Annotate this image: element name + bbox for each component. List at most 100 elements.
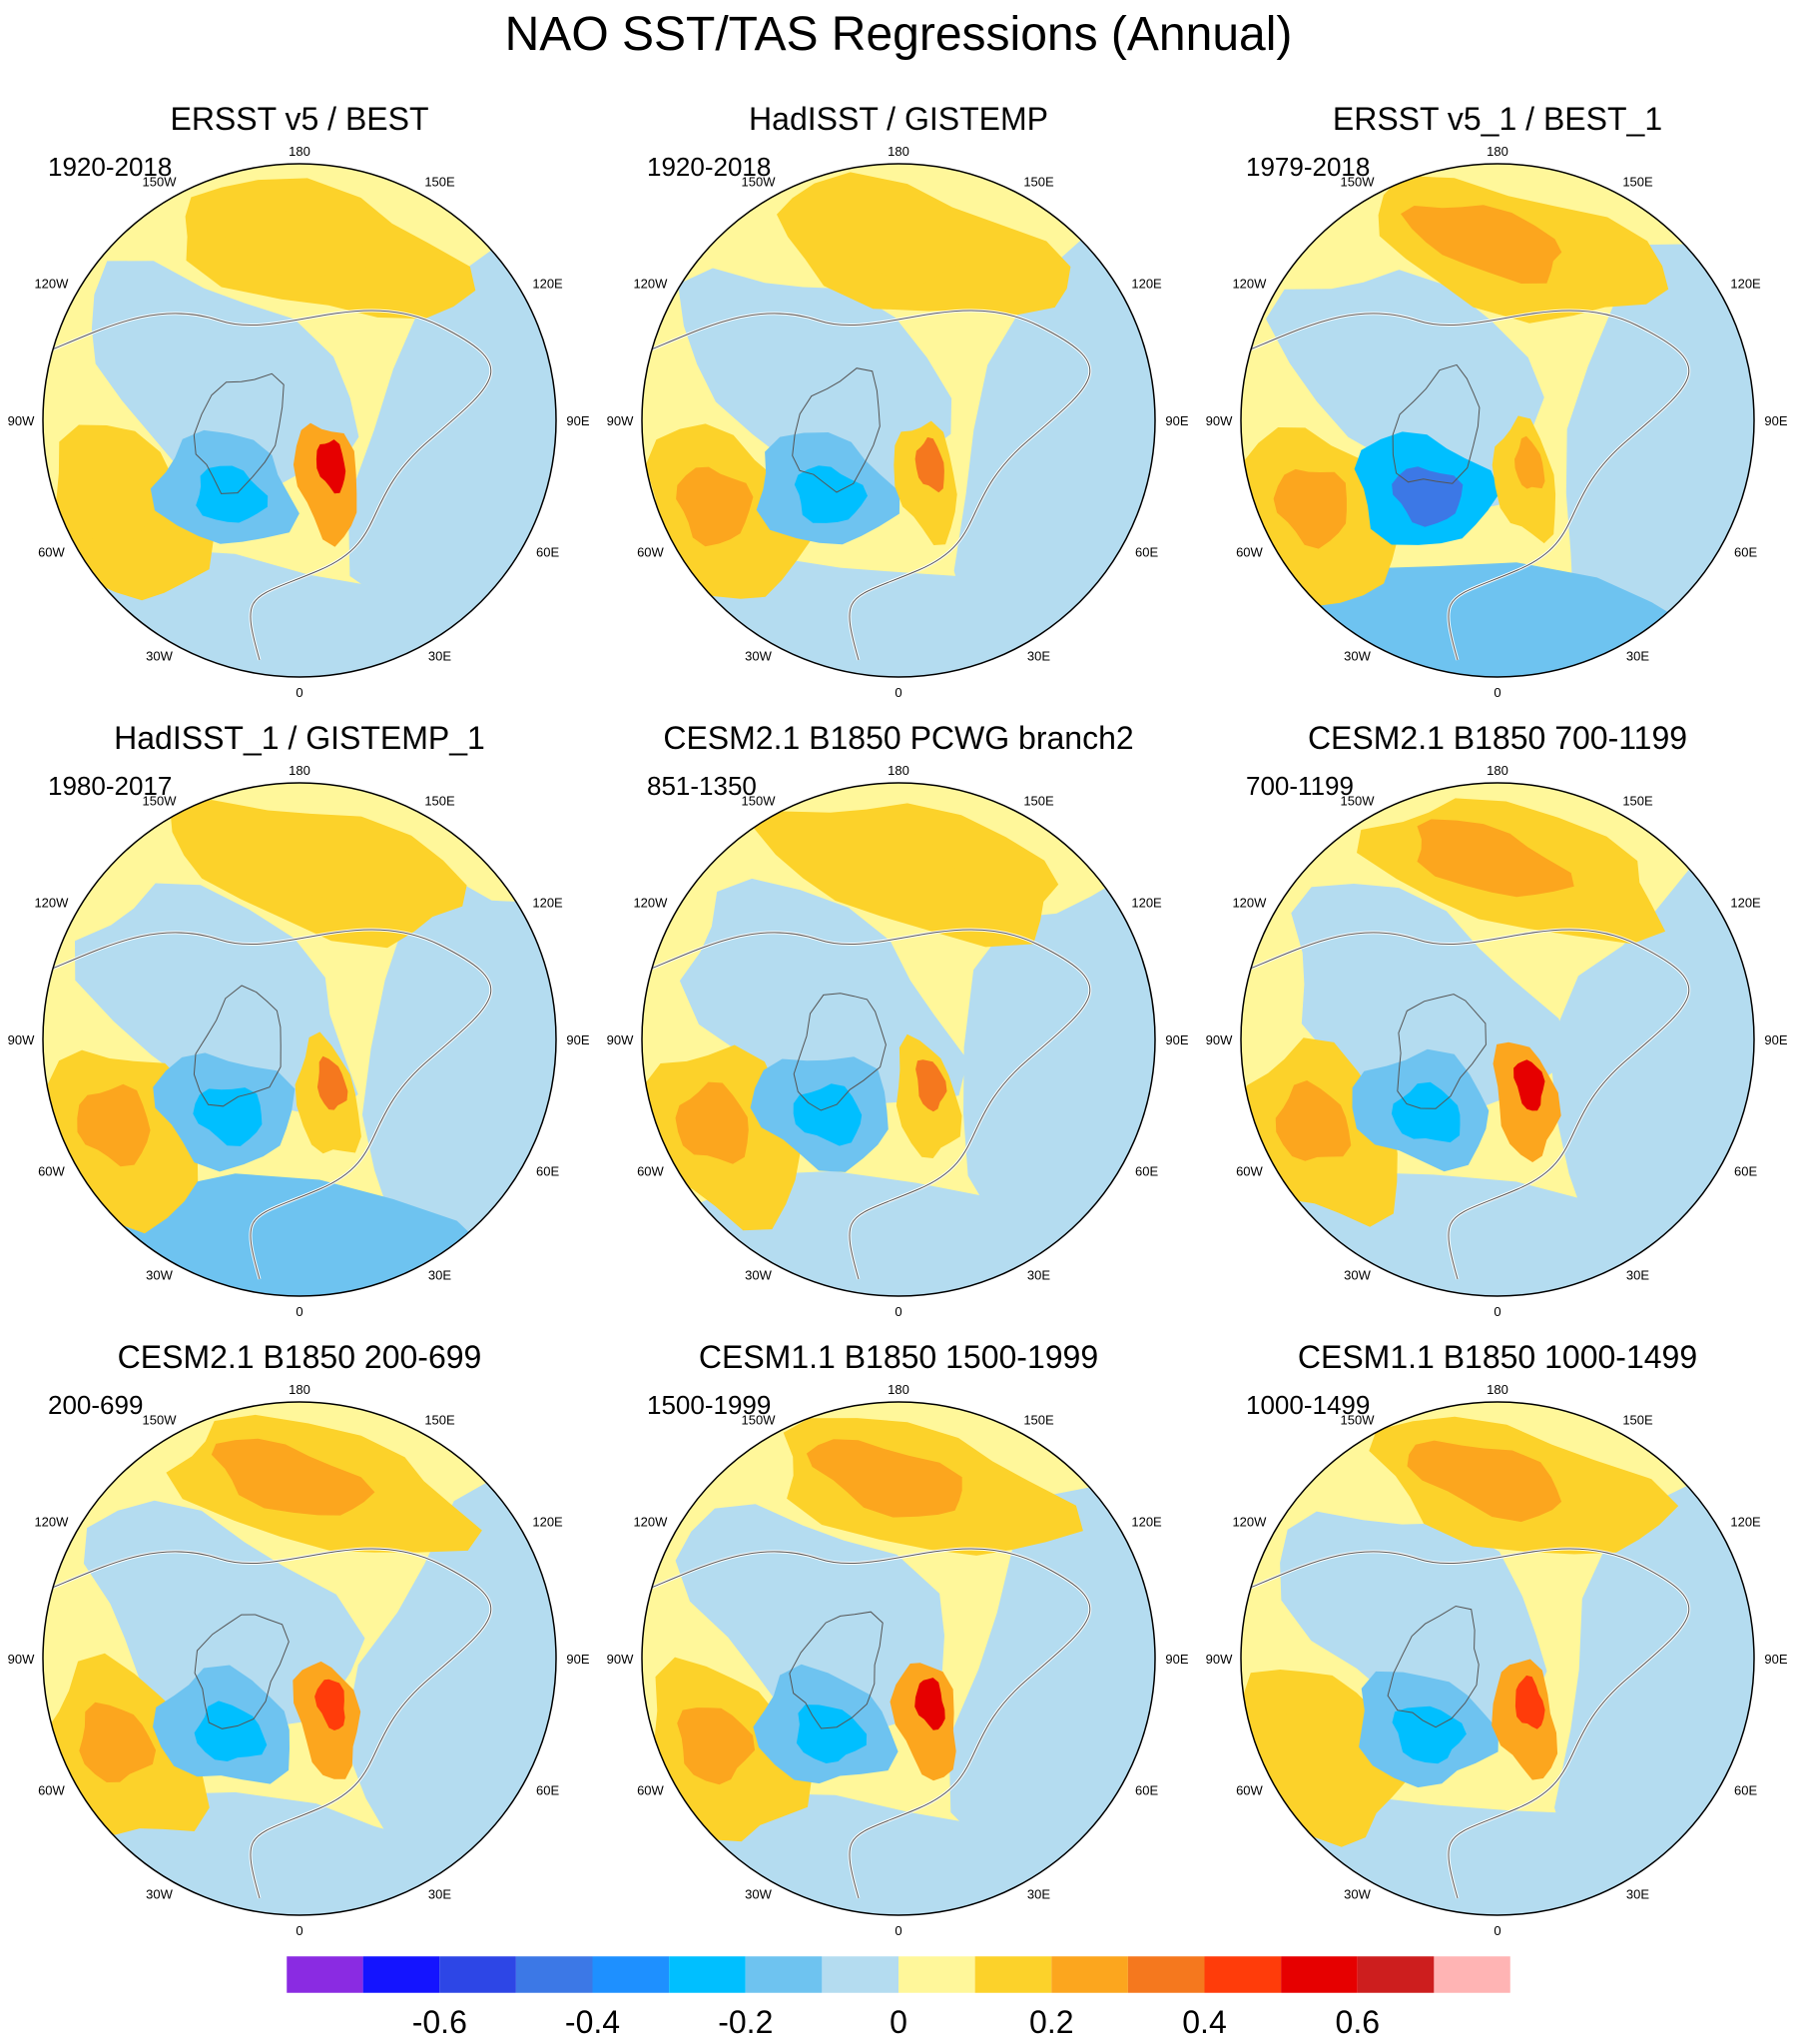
longitude-label: 30W	[146, 649, 173, 664]
scandinavia-core	[314, 1679, 345, 1730]
colorbar-swatch	[362, 1956, 440, 1993]
longitude-label: 150W	[1341, 174, 1376, 189]
greenland-coastline	[193, 372, 285, 494]
longitude-label: 30W	[1344, 1887, 1371, 1902]
longitude-label: 120W	[633, 896, 668, 911]
longitude-label: 120E	[1131, 1515, 1162, 1530]
northwest-atlantic-core	[676, 466, 754, 547]
colorbar-swatch	[439, 1956, 516, 1993]
longitude-label: 150W	[742, 1412, 777, 1427]
longitude-label: 30E	[428, 1268, 451, 1283]
map-border	[42, 163, 557, 678]
longitude-label: 180	[1487, 763, 1508, 778]
map-panel: CESM2.1 B1850 200-699 200-699 180 150W 150E 1…	[8, 1339, 590, 1938]
map-border	[641, 1401, 1156, 1916]
longitude-label: 150W	[742, 174, 777, 189]
longitude-label: 120E	[1730, 1515, 1761, 1530]
colorbar-swatch	[1127, 1956, 1205, 1993]
arctic-canada-negative	[1266, 270, 1544, 507]
north-pacific-core	[807, 818, 974, 897]
scandinavia-core	[1513, 1059, 1545, 1111]
colorbar-tick-label: 0.2	[1029, 2004, 1073, 2040]
panel-title: ERSST v5 / BEST	[170, 101, 428, 137]
north-pacific-core	[806, 1439, 962, 1518]
longitude-label: 180	[289, 144, 310, 159]
coastline	[49, 310, 492, 661]
north-pacific-core	[211, 1438, 375, 1516]
longitude-label: 30E	[1027, 1268, 1050, 1283]
longitude-label: 0	[1494, 1304, 1500, 1319]
longitude-label: 60E	[536, 1164, 559, 1179]
map-border	[1240, 163, 1755, 678]
scandinavia-core	[914, 436, 944, 493]
longitude-label: 30W	[1344, 1268, 1371, 1283]
longitude-label: 150E	[1622, 174, 1653, 189]
longitude-label: 150E	[1023, 1412, 1054, 1427]
longitude-label: 90E	[566, 413, 589, 428]
longitude-label: 30E	[1626, 649, 1649, 664]
longitude-label: 90E	[1165, 413, 1188, 428]
panel-title: CESM1.1 B1850 1500-1999	[699, 1339, 1098, 1375]
greenland-coastline	[194, 1614, 290, 1729]
map-panel: HadISST_1 / GISTEMP_1 1980-2017 180 150W 150…	[8, 720, 590, 1319]
map-border	[42, 782, 557, 1297]
panel-title: ERSST v5_1 / BEST_1	[1333, 101, 1662, 137]
longitude-label: 90W	[1206, 413, 1233, 428]
colorbar-swatch	[1357, 1956, 1435, 1993]
longitude-label: 180	[289, 763, 310, 778]
colorbar-tick-label: -0.6	[412, 2004, 467, 2040]
coastline	[648, 1548, 1091, 1899]
panel-period: 700-1199	[1246, 771, 1354, 801]
labrador-sea-core	[793, 1083, 863, 1146]
longitude-label: 150E	[1622, 793, 1653, 808]
longitude-label: 60W	[38, 545, 65, 560]
longitude-label: 60W	[1236, 1783, 1263, 1798]
longitude-label: 30E	[1027, 1887, 1050, 1902]
scandinavia-core	[1514, 1675, 1545, 1729]
panel-title: CESM2.1 B1850 700-1199	[1308, 720, 1687, 756]
map-panel: CESM1.1 B1850 1000-1499 1000-1499 180 150W 1…	[1206, 1339, 1788, 1938]
coastline	[49, 929, 492, 1280]
panel-period: 1500-1999	[647, 1390, 771, 1420]
longitude-label: 60W	[637, 545, 664, 560]
scandinavia-core	[915, 1059, 947, 1112]
longitude-label: 120W	[34, 277, 69, 292]
longitude-label: 90E	[1764, 1652, 1787, 1667]
panel-period: 1980-2017	[48, 771, 172, 801]
longitude-label: 120W	[633, 1515, 668, 1530]
longitude-label: 150W	[742, 793, 777, 808]
panel-period: 1979-2018	[1246, 152, 1370, 182]
colorbar-swatch	[669, 1956, 746, 1993]
longitude-label: 30W	[745, 1268, 772, 1283]
labrador-sea-core	[794, 465, 868, 523]
longitude-label: 150W	[1341, 1412, 1376, 1427]
longitude-label: 30E	[1027, 649, 1050, 664]
longitude-label: 180	[1487, 1382, 1508, 1397]
longitude-label: 60W	[637, 1164, 664, 1179]
longitude-label: 120E	[1730, 277, 1761, 292]
longitude-label: 60W	[637, 1783, 664, 1798]
longitude-label: 90E	[1764, 1032, 1787, 1047]
longitude-label: 60E	[1734, 545, 1757, 560]
coastline	[1247, 929, 1690, 1280]
colorbar-swatch	[1434, 1956, 1511, 1993]
longitude-label: 60E	[536, 1783, 559, 1798]
panel-title: CESM1.1 B1850 1000-1499	[1298, 1339, 1697, 1375]
longitude-label: 90W	[607, 1032, 634, 1047]
coastline	[1247, 310, 1690, 661]
map-panel: ERSST v5 / BEST 1920-2018 180 150W 150E 120W 1…	[8, 101, 590, 700]
longitude-label: 30E	[428, 649, 451, 664]
map-fill	[1241, 1402, 1754, 1915]
north-pacific-core	[216, 198, 369, 280]
colorbar-swatch	[1051, 1956, 1128, 1993]
greenland-coastline	[793, 993, 887, 1111]
pacific-east-negative	[361, 879, 556, 1294]
colorbar-swatch	[974, 1956, 1052, 1993]
longitude-label: 180	[888, 763, 909, 778]
longitude-label: 120E	[532, 277, 563, 292]
longitude-label: 30W	[1344, 649, 1371, 664]
greenland-coastline	[792, 367, 881, 493]
longitude-label: 0	[895, 685, 901, 700]
pacific-east-negative	[343, 1477, 556, 1873]
colorbar-frame	[286, 1955, 1511, 1994]
